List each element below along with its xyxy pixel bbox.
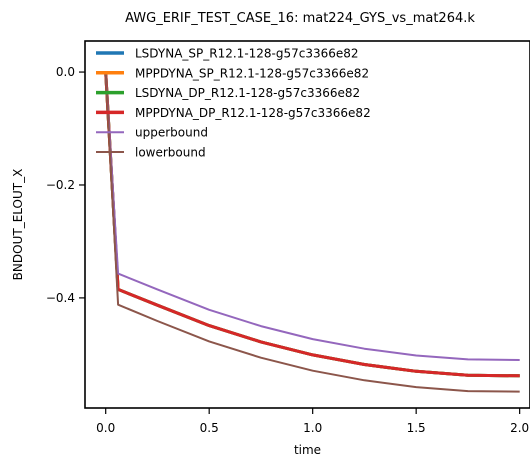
- series-line-6: [104, 72, 520, 393]
- x-tick-label: 1.0: [303, 421, 322, 435]
- y-tick-label: 0.0: [56, 65, 75, 79]
- legend-label-1: LSDYNA_SP_R12.1-128-g57c3366e82: [135, 47, 359, 61]
- y-tick-label: −0.2: [46, 178, 75, 192]
- x-tick-label: 1.5: [407, 421, 426, 435]
- x-tick-label: 0.5: [200, 421, 219, 435]
- series-line-4: [104, 72, 520, 378]
- legend-label-4: MPPDYNA_DP_R12.1-128-g57c3366e82: [135, 106, 371, 120]
- chart-title: AWG_ERIF_TEST_CASE_16: mat224_GYS_vs_mat…: [125, 11, 475, 26]
- x-tick-label: 0.0: [96, 421, 115, 435]
- plot-area: [104, 72, 520, 393]
- legend: LSDYNA_SP_R12.1-128-g57c3366e82 MPPDYNA_S…: [96, 47, 371, 160]
- legend-label-3: LSDYNA_DP_R12.1-128-g57c3366e82: [135, 86, 360, 100]
- series-line-5: [104, 72, 520, 361]
- legend-label-2: MPPDYNA_SP_R12.1-128-g57c3366e82: [135, 66, 369, 80]
- y-tick-label: −0.4: [46, 291, 75, 305]
- y-axis-label: BNDOUT_ELOUT_X: [11, 169, 25, 281]
- legend-label-5: upperbound: [135, 126, 208, 140]
- axis-ticks: 0.0 0.5 1.0 1.5 2.0 0.0 −0.2 −0.4: [46, 65, 529, 435]
- x-tick-label: 2.0: [510, 421, 529, 435]
- plot-frame: [84, 40, 530, 409]
- legend-label-6: lowerbound: [135, 146, 206, 160]
- x-axis-label: time: [294, 443, 321, 457]
